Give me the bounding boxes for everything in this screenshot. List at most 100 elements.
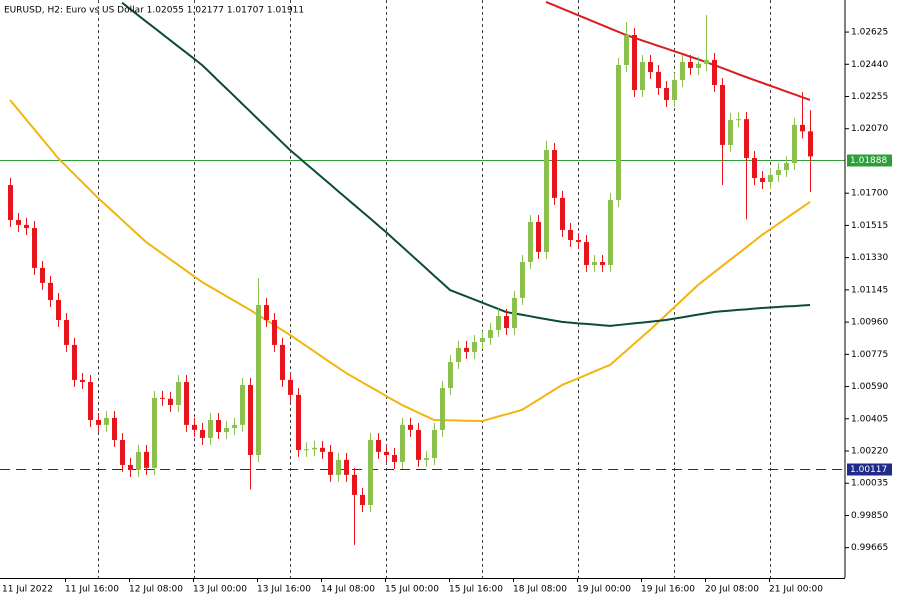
candle-body: [792, 124, 797, 164]
candle-body: [416, 429, 421, 460]
candle-body: [224, 428, 229, 433]
moving-average-line: [545, 0, 811, 101]
candle-body: [720, 85, 725, 145]
candle-body: [80, 379, 85, 383]
x-tick-label: 15 Jul 00:00: [385, 585, 439, 595]
candle-body: [48, 282, 53, 300]
candle-body: [528, 221, 533, 262]
x-tick-label: 20 Jul 08:00: [705, 585, 759, 595]
candle-body: [768, 174, 773, 183]
candle-body: [200, 429, 205, 438]
candle-body: [496, 316, 501, 330]
x-tick-label: 19 Jul 00:00: [577, 585, 631, 595]
price-line-label: 1.00117: [850, 465, 887, 475]
candle-body: [560, 197, 565, 230]
candle-body: [688, 62, 693, 68]
candle-body: [472, 341, 477, 352]
candle-body: [192, 424, 197, 430]
candle-body: [584, 241, 589, 265]
candle-body: [344, 459, 349, 475]
candle-body: [512, 297, 517, 329]
candle-body: [264, 305, 269, 321]
candle-body: [736, 119, 741, 121]
candle-body: [608, 199, 613, 265]
candle-body: [208, 419, 213, 438]
candle-body: [776, 170, 781, 175]
candle-body: [536, 221, 541, 252]
moving-average-line: [121, 1, 811, 327]
candle-body: [328, 451, 333, 475]
x-tick-label: 19 Jul 16:00: [641, 585, 695, 595]
candle-body: [40, 267, 45, 283]
y-tick-label: 1.01515: [851, 221, 888, 231]
candle-body: [136, 451, 141, 470]
moving-average-line: [9, 99, 811, 423]
candle-body: [168, 398, 173, 406]
candle-body: [248, 384, 253, 456]
candle-body: [672, 79, 677, 100]
y-tick-label: 1.00590: [851, 382, 888, 392]
candle-body: [696, 63, 701, 68]
candle-body: [8, 185, 13, 221]
y-tick-label: 1.01145: [851, 285, 888, 295]
candle-body: [392, 455, 397, 462]
candle-body: [624, 35, 629, 65]
price-line-label: 1.01888: [850, 156, 887, 166]
candle-body: [32, 228, 37, 268]
candle-body: [480, 337, 485, 342]
candle-body: [400, 424, 405, 462]
candle-body: [232, 424, 237, 429]
candle-body: [656, 71, 661, 88]
candle-body: [72, 344, 77, 380]
y-tick-label: 1.02440: [851, 60, 888, 70]
candle-body: [744, 119, 749, 159]
candle-body: [592, 261, 597, 265]
candle-body: [184, 382, 189, 425]
candle-body: [16, 220, 21, 225]
x-tick-label: 18 Jul 08:00: [513, 585, 567, 595]
candle-body: [336, 459, 341, 475]
candle-body: [576, 240, 581, 242]
candle-body: [552, 149, 557, 198]
candle-body: [272, 320, 277, 345]
candle-body: [368, 440, 373, 506]
price-line-label-box: [847, 463, 892, 476]
candle-body: [544, 149, 549, 252]
x-tick-label: 11 Jul 2022: [2, 585, 53, 595]
candle-body: [504, 316, 509, 329]
y-tick-label: 1.01330: [851, 253, 888, 263]
chart-title: EURUSD, H2: Euro vs US Dollar 1.02055 1.…: [4, 6, 304, 16]
x-tick-label: 13 Jul 00:00: [193, 585, 247, 595]
candle-body: [104, 417, 109, 425]
plot-area: [0, 0, 845, 545]
y-tick-label: 1.00220: [851, 447, 888, 457]
candle-body: [320, 447, 325, 452]
candle-body: [64, 320, 69, 345]
x-tick-label: 13 Jul 16:00: [257, 585, 311, 595]
candle-body: [360, 494, 365, 506]
candle-body: [256, 305, 261, 456]
candle-body: [712, 59, 717, 86]
candle-body: [352, 474, 357, 495]
candle-body: [616, 64, 621, 200]
candle-body: [56, 299, 61, 321]
x-tick-label: 11 Jul 16:00: [65, 585, 119, 595]
x-tick-label: 14 Jul 08:00: [321, 585, 375, 595]
candle-body: [456, 347, 461, 362]
y-tick-label: 1.00035: [851, 479, 888, 489]
candle-body: [384, 451, 389, 456]
candle-body: [488, 329, 493, 338]
x-tick-label: 21 Jul 00:00: [769, 585, 823, 595]
candle-body: [96, 419, 101, 425]
candle-body: [664, 87, 669, 100]
candle-body: [568, 229, 573, 241]
candle-body: [128, 464, 133, 470]
candle-body: [728, 120, 733, 145]
y-tick-label: 1.00405: [851, 414, 888, 424]
candle-body: [632, 35, 637, 91]
candle-body: [304, 449, 309, 451]
candle-body: [376, 440, 381, 452]
y-tick-label: 1.00775: [851, 350, 888, 360]
